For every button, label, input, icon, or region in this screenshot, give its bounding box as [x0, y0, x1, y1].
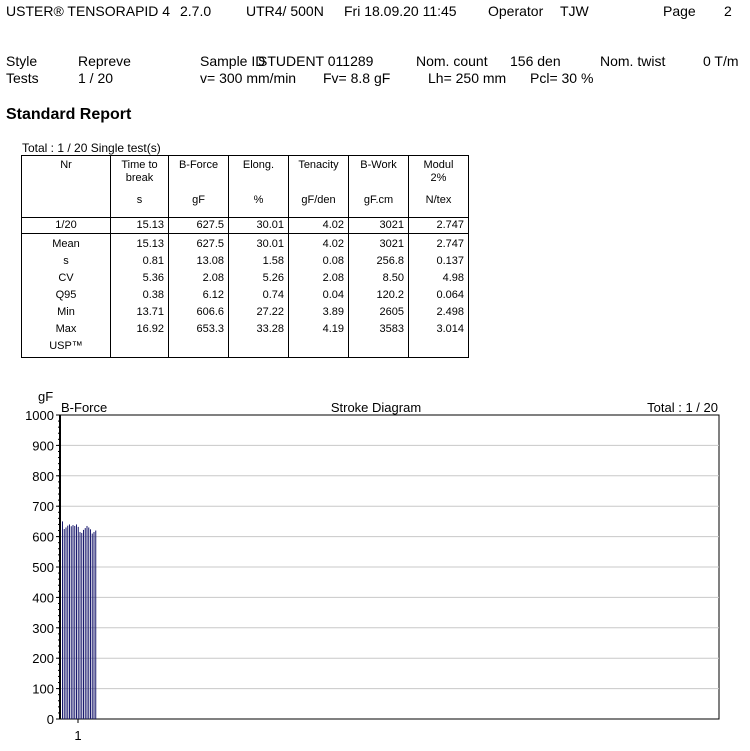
results-table: Nr Time to break s B-Force gF Elong.% Tena… [21, 155, 469, 358]
nom-twist-value: 0 T/m [703, 53, 739, 69]
total-tests-label: Total : 1 / 20 Single test(s) [22, 141, 161, 155]
force-bar [93, 532, 95, 719]
tests-value: 1 / 20 [78, 70, 114, 86]
y-tick-label: 600 [32, 530, 54, 545]
style-label: Style [6, 53, 38, 69]
pcl-value: Pcl= 30 % [530, 70, 594, 86]
y-tick-label: 800 [32, 469, 54, 484]
col-header: Time to break s [110, 155, 169, 218]
force-bar [76, 524, 77, 719]
col-header: B-Force gF [168, 155, 229, 218]
force-bar [95, 530, 97, 719]
force-bar [91, 533, 93, 719]
y-tick-label: 500 [32, 560, 54, 575]
col-header: Tenacity gF/den [288, 155, 349, 218]
force-bar [81, 532, 83, 719]
y-tick-label: 200 [32, 651, 54, 666]
sample-value: STUDENT 011289 [258, 53, 374, 69]
speed-value: v= 300 mm/min [200, 70, 297, 86]
chart-total-label: Total : 1 / 20 [647, 400, 718, 415]
page-label: Page [663, 3, 696, 19]
instrument: UTR4/ 500N [246, 3, 324, 19]
version: 2.7.0 [180, 3, 212, 19]
force-bar [65, 527, 67, 719]
table-row: CV 5.36 2.08 5.26 2.08 8.50 4.98 [21, 272, 469, 289]
col-header: Modul 2% N/tex [408, 155, 469, 218]
y-tick-label: 0 [47, 712, 54, 727]
force-bar [62, 521, 63, 719]
table-row: Q95 0.38 6.12 0.74 0.04 120.2 0.064 [21, 289, 469, 306]
page-number: 2 [724, 3, 732, 19]
table-row: Max 16.92 653.3 33.28 4.19 3583 3.014 [21, 323, 469, 340]
chart-title: Stroke Diagram [331, 400, 421, 415]
fv-value: Fv= 8.8 gF [323, 70, 391, 86]
datetime: Fri 18.09.20 11:45 [344, 3, 457, 19]
y-tick-label: 1000 [25, 408, 54, 423]
series-label: B-Force [61, 400, 107, 415]
force-bar [72, 525, 74, 719]
y-tick-label: 400 [32, 590, 54, 605]
lh-value: Lh= 250 mm [428, 70, 507, 86]
force-bar [77, 526, 79, 719]
table-row: s 0.81 13.08 1.58 0.08 256.8 0.137 [21, 255, 469, 272]
sample-label: Sample ID [200, 53, 266, 69]
report-title: Standard Report [6, 106, 132, 123]
force-bar [84, 528, 86, 719]
force-bar [83, 529, 84, 719]
force-bar [69, 524, 70, 719]
y-tick-label: 100 [32, 682, 54, 697]
table-row: Min 13.71 606.6 27.22 3.89 2605 2.498 [21, 306, 469, 323]
operator-label: Operator [488, 3, 544, 19]
force-bar [67, 525, 69, 719]
y-tick-label: 300 [32, 621, 54, 636]
force-bar [74, 525, 76, 719]
tests-label: Tests [6, 70, 39, 86]
operator-value: TJW [560, 3, 589, 19]
force-bar [63, 529, 65, 719]
nom-count-value: 156 den [510, 53, 561, 69]
y-axis-label: gF [38, 389, 53, 404]
product-name: USTER® TENSORAPID 4 [6, 3, 171, 19]
table-row: Mean 15.13 627.5 30.01 4.02 3021 2.747 [21, 233, 469, 255]
force-bar [88, 527, 90, 719]
col-header: Elong.% [228, 155, 289, 218]
x-tick-label: 1 [74, 728, 81, 743]
force-bar [86, 525, 88, 719]
table-row: 1/20 15.13 627.5 30.01 4.02 3021 2.747 [21, 217, 469, 234]
nom-twist-label: Nom. twist [600, 53, 666, 69]
force-bar [90, 529, 91, 719]
table-header-row: Nr Time to break s B-Force gF Elong.% Tena… [21, 155, 469, 218]
nom-count-label: Nom. count [416, 53, 488, 69]
force-bar [79, 532, 81, 719]
force-bar [70, 526, 72, 719]
table-row: USP™ [21, 340, 469, 358]
col-header: Nr [21, 155, 111, 218]
y-tick-label: 700 [32, 499, 54, 514]
style-value: Repreve [78, 53, 131, 69]
y-tick-label: 900 [32, 438, 54, 453]
col-header: B-Work gF.cm [348, 155, 409, 218]
